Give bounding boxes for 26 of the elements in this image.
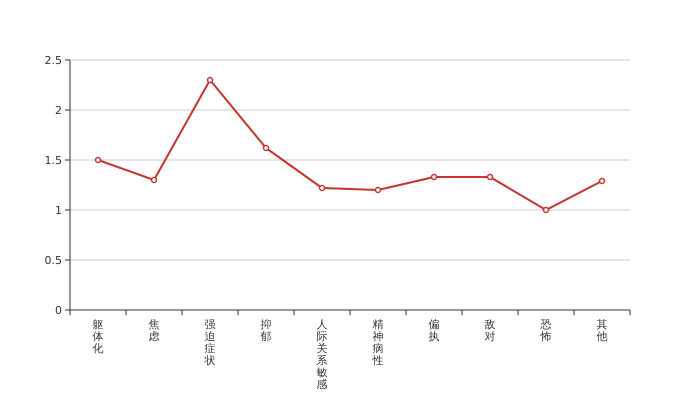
x-tick-label: 焦虑 [148,318,160,343]
point [150,176,158,184]
point [94,156,102,164]
x-tick-label: 人际关系敏感 [316,318,328,391]
y-tick-label: 2 [55,104,62,117]
point [374,186,382,194]
y-tick-label: 0 [55,304,62,317]
y-tick-label: 2.5 [44,54,62,67]
x-tick-label: 躯体化 [92,318,104,355]
point [542,206,550,214]
point [206,76,214,84]
point [318,184,326,192]
x-tick-label: 精神病性 [372,318,384,367]
point [598,178,606,184]
x-tick-label: 抑郁 [260,318,272,343]
point [486,174,494,180]
x-tick-label: 其他 [596,318,608,343]
x-tick-label: 强迫症状 [204,318,216,367]
y-tick-label: 1 [55,204,62,217]
y-tick-label: 0.5 [44,254,62,267]
point [262,144,270,152]
y-tick-label: 1.5 [44,154,62,167]
point [430,174,438,180]
x-tick-label: 敌对 [484,318,496,343]
x-tick-label: 恐怖 [540,318,552,343]
x-tick-label: 偏执 [428,318,440,343]
